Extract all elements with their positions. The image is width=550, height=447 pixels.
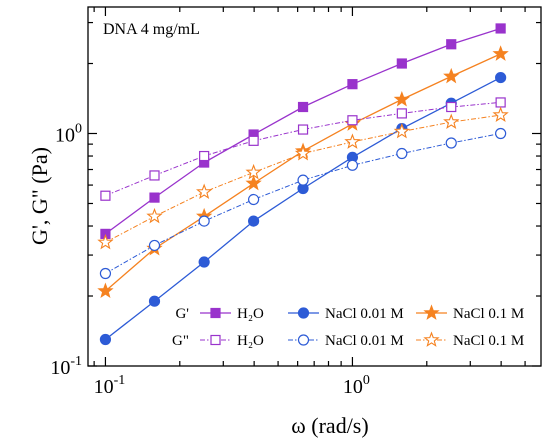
data-point <box>346 159 359 171</box>
legend-prefix: G" <box>172 333 189 349</box>
data-point <box>495 23 506 34</box>
legend-label: NaCl 0.01 M <box>325 306 404 322</box>
legend-marker <box>423 304 440 320</box>
data-point <box>492 106 509 123</box>
data-point <box>248 215 260 227</box>
legend-label: H₂O <box>237 306 264 322</box>
series-4 <box>99 127 507 280</box>
chart-annotation: DNA 4 mg/mL <box>103 21 200 38</box>
data-point <box>199 150 210 162</box>
data-point <box>495 97 506 108</box>
data-point <box>97 282 114 299</box>
legend-label: NaCl 0.01 M <box>325 333 404 349</box>
data-point <box>294 144 312 161</box>
series-0 <box>100 23 506 239</box>
series-line <box>105 101 501 197</box>
data-point <box>393 122 410 139</box>
legend-label: H₂O <box>237 333 264 349</box>
x-axis-title: ω (rad/s) <box>291 413 368 438</box>
data-point <box>443 113 460 129</box>
y-tick-label: 10-1 <box>50 354 82 379</box>
data-point <box>149 170 160 181</box>
data-point <box>146 207 163 224</box>
data-point <box>97 233 114 250</box>
legend-label: NaCl 0.1 M <box>453 306 524 322</box>
data-point <box>446 39 457 50</box>
data-point <box>245 163 262 180</box>
data-point <box>396 58 407 69</box>
axes: 10-1 100 10-1 100 <box>50 6 542 398</box>
legend-marker <box>210 307 221 319</box>
data-point <box>396 147 408 160</box>
data-point <box>148 295 161 307</box>
x-tick-label: 100 <box>343 373 370 398</box>
series-line <box>105 133 501 274</box>
series-5 <box>97 106 509 250</box>
data-point <box>445 137 457 149</box>
series-line <box>105 77 501 341</box>
series-1 <box>99 71 507 346</box>
data-point <box>245 174 262 191</box>
y-axis-title: G', G" (Pa) <box>27 147 52 245</box>
data-point <box>99 267 112 280</box>
legend-marker <box>210 334 221 346</box>
data-point <box>148 239 161 252</box>
axis-labels: DNA 4 mg/mL ω (rad/s) G', G" (Pa) <box>27 21 369 438</box>
data-point <box>495 71 507 84</box>
data-point <box>196 183 213 199</box>
data-point <box>297 124 309 135</box>
legend-label: NaCl 0.1 M <box>453 333 524 349</box>
y-tick-label: 100 <box>55 121 82 146</box>
x-tick-label: 10-1 <box>94 373 126 398</box>
series-2 <box>97 45 509 299</box>
legend-marker <box>297 334 310 346</box>
plot-series <box>97 23 509 346</box>
data-point <box>396 108 407 119</box>
data-point <box>492 45 509 61</box>
data-point <box>149 192 160 203</box>
data-point <box>198 215 210 227</box>
legend-marker <box>423 331 440 347</box>
series-line <box>105 114 501 243</box>
data-point <box>248 193 260 206</box>
data-point <box>347 79 358 90</box>
data-point <box>198 256 210 268</box>
data-point <box>248 135 259 146</box>
data-point <box>99 333 112 346</box>
series-line <box>104 53 501 292</box>
data-point <box>297 174 309 186</box>
data-point <box>347 115 358 126</box>
data-point <box>297 101 309 113</box>
legend: G' H₂O NaCl 0.01 M NaCl 0.1 M G" H₂O NaCl 0.01… <box>172 304 524 349</box>
data-point <box>446 101 457 113</box>
data-point <box>443 67 460 84</box>
data-point <box>393 90 410 107</box>
legend-marker <box>297 307 310 319</box>
data-point <box>344 133 361 149</box>
data-point <box>495 127 507 140</box>
series-3 <box>100 97 506 201</box>
data-point <box>100 190 111 201</box>
legend-prefix: G' <box>175 306 189 322</box>
